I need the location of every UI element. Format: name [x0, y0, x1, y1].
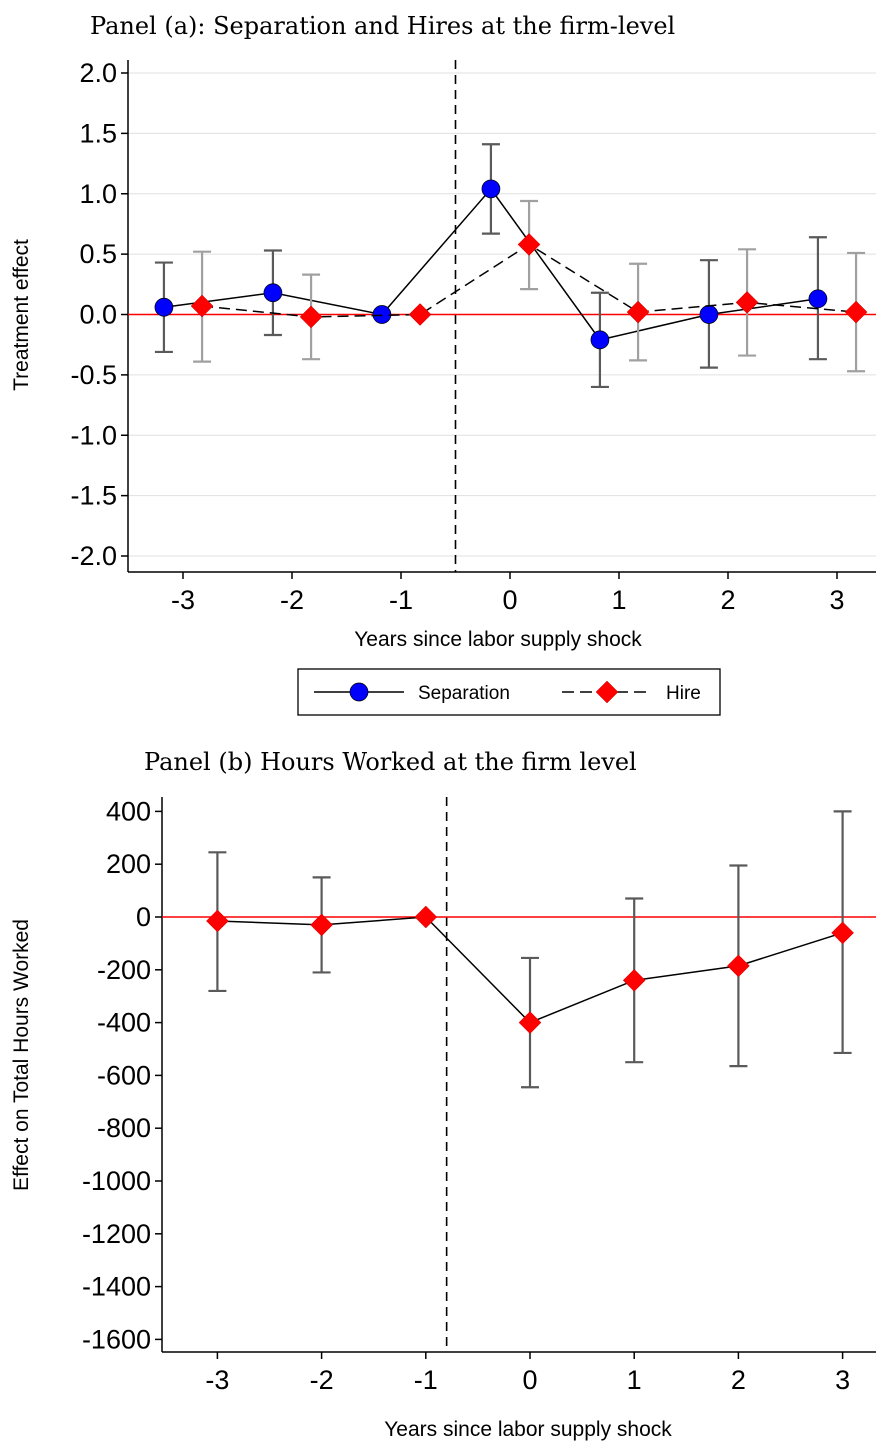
- panel-a-y-axis-title: Treatment effect: [10, 239, 33, 391]
- x-tick-label: 2: [720, 585, 735, 615]
- y-tick-label: 400: [106, 796, 151, 826]
- x-tick-label: -2: [280, 585, 304, 615]
- point-hire: [844, 300, 868, 324]
- y-tick-label: 200: [106, 849, 151, 879]
- y-tick-label: 1.5: [79, 118, 117, 148]
- panel-b-marks: [162, 797, 876, 1352]
- legend-entry-separation: Separation: [314, 682, 510, 704]
- y-tick-label: 2.0: [79, 58, 117, 88]
- x-tick-label: -3: [171, 585, 195, 615]
- x-tick-label: 3: [835, 1365, 850, 1395]
- point-separation: [263, 283, 283, 303]
- x-tick-label: 2: [731, 1365, 746, 1395]
- point-hours: [206, 909, 229, 933]
- point-separation: [699, 305, 719, 324]
- legend: Separation Hire: [297, 668, 721, 716]
- y-tick-label: 1.0: [79, 179, 117, 209]
- point-hire: [626, 300, 650, 324]
- legend-entry-hire: Hire: [562, 680, 701, 704]
- point-hire: [190, 294, 214, 318]
- x-tick-label: 0: [522, 1365, 537, 1395]
- point-separation: [372, 305, 392, 324]
- panel-b-x-ticks: -3 -2 -1 0 1 2 3: [205, 1352, 850, 1395]
- y-tick-label: -800: [97, 1113, 151, 1143]
- y-tick-label: -2.0: [70, 541, 117, 571]
- panel-b-y-ticks: 400 200 0 -200 -400 -600 -800 -1000 -1200 -1400 -1…: [82, 796, 162, 1354]
- x-tick-label: -1: [414, 1365, 438, 1395]
- y-tick-label: -1.0: [70, 420, 117, 450]
- legend-separation-marker: [349, 682, 369, 702]
- x-tick-label: 3: [829, 585, 844, 615]
- panel-b-x-axis-title: Years since labor supply shock: [384, 1418, 672, 1441]
- legend-separation-label: Separation: [418, 683, 510, 704]
- point-hours: [310, 913, 333, 937]
- x-tick-label: 1: [611, 585, 626, 615]
- x-tick-label: -1: [389, 585, 413, 615]
- panel-b-chart: Panel (b) Hours Worked at the firm level…: [10, 748, 876, 1441]
- y-tick-label: -600: [97, 1060, 151, 1090]
- x-tick-label: -2: [310, 1365, 334, 1395]
- panel-a-title: Panel (a): Separation and Hires at the f…: [90, 12, 675, 40]
- point-hire: [299, 305, 323, 329]
- panel-a-x-axis-title: Years since labor supply shock: [354, 628, 642, 651]
- y-tick-label: -0.5: [70, 360, 117, 390]
- y-tick-label: -1200: [82, 1219, 151, 1249]
- panel-a-chart: Panel (a): Separation and Hires at the f…: [10, 12, 876, 716]
- point-hours: [518, 1011, 542, 1034]
- point-hours: [727, 954, 750, 978]
- y-tick-label: -400: [97, 1008, 151, 1038]
- point-separation: [590, 330, 610, 350]
- y-tick-label: -1400: [82, 1272, 151, 1302]
- panel-b-y-axis-title: Effect on Total Hours Worked: [10, 919, 33, 1191]
- point-separation: [808, 289, 828, 309]
- panel-b-title: Panel (b) Hours Worked at the firm level: [144, 748, 637, 776]
- x-tick-label: 0: [502, 585, 517, 615]
- point-hire: [408, 303, 432, 326]
- point-hire: [735, 291, 759, 314]
- x-tick-label: -3: [205, 1365, 229, 1395]
- y-tick-label: 0.0: [79, 300, 117, 330]
- point-hours: [622, 969, 646, 992]
- panel-a-y-ticks: 2.0 1.5 1.0 0.5 0.0 -0.5 -1.0 -1.5 -2.0: [70, 58, 128, 571]
- x-tick-label: 1: [627, 1365, 642, 1395]
- legend-hire-label: Hire: [666, 683, 701, 704]
- legend-hire-marker: [595, 680, 619, 704]
- panel-a-marks: [128, 60, 876, 572]
- point-separation: [481, 179, 501, 199]
- panel-a-axes: [127, 60, 876, 573]
- y-tick-label: -200: [97, 955, 151, 985]
- y-tick-label: 0.5: [79, 239, 117, 269]
- point-hours: [831, 921, 854, 945]
- y-tick-label: 0: [136, 902, 151, 932]
- panel-b-axes: [161, 797, 876, 1353]
- y-tick-label: -1600: [82, 1324, 151, 1354]
- y-tick-label: -1000: [82, 1166, 151, 1196]
- y-tick-label: -1.5: [70, 481, 117, 511]
- point-hire: [517, 233, 541, 256]
- point-separation: [154, 297, 174, 317]
- panel-a-x-ticks: -3 -2 -1 0 1 2 3: [171, 572, 845, 615]
- point-hours: [414, 905, 438, 929]
